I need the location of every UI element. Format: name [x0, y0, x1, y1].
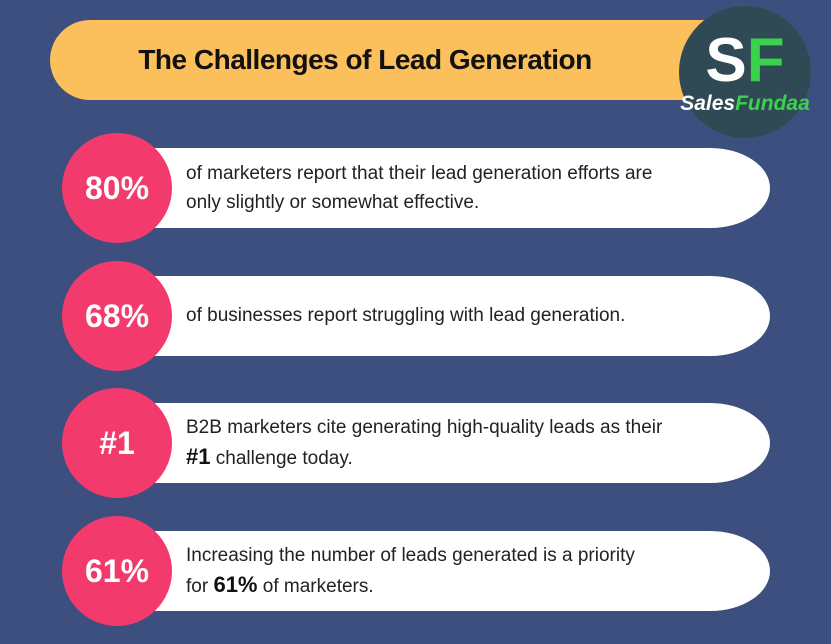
- bold-text: 61%: [213, 572, 258, 598]
- logo: SF SalesFundaa: [679, 6, 811, 138]
- text-segment: B2B marketers cite generating high-quali…: [186, 417, 663, 439]
- stat-badge: 68%: [62, 260, 172, 371]
- item-card: Increasing the number of leads generated…: [120, 531, 770, 612]
- text-segment: for: [186, 576, 214, 598]
- text-line: B2B marketers cite generating high-quali…: [186, 413, 662, 442]
- item-text: Increasing the number of leads generated…: [186, 531, 635, 611]
- item-card: B2B marketers cite generating high-quali…: [120, 403, 770, 484]
- item-text: of marketers report that their lead gene…: [186, 148, 652, 228]
- item-card: of marketers report that their lead gene…: [120, 148, 770, 228]
- text-line: only slightly or somewhat effective.: [186, 188, 652, 217]
- item-card: of businesses report struggling with lea…: [120, 275, 770, 356]
- text-segment: challenge today.: [210, 448, 353, 470]
- logo-name: Fundaa: [735, 92, 810, 115]
- text-segment: of marketers report that their lead gene…: [186, 163, 653, 184]
- logo-name: Sales: [680, 92, 736, 115]
- logo-initial: S: [705, 26, 747, 95]
- text-line: Increasing the number of leads generated…: [186, 541, 635, 570]
- text-line: of marketers report that their lead gene…: [186, 159, 652, 188]
- text-segment: of businesses report struggling with lea…: [186, 305, 626, 327]
- stat-badge: #1: [62, 388, 172, 499]
- text-line: for 61% of marketers.: [186, 570, 635, 601]
- text-segment: Increasing the number of leads generated…: [186, 545, 635, 567]
- text-line: #1 challenge today.: [186, 442, 662, 473]
- text-segment: only slightly or somewhat effective.: [186, 192, 480, 213]
- item-text: B2B marketers cite generating high-quali…: [186, 403, 662, 483]
- stat-badge: 80%: [62, 133, 172, 243]
- text-segment: of marketers.: [257, 576, 374, 598]
- item-text: of businesses report struggling with lea…: [186, 276, 625, 356]
- bold-text: #1: [186, 444, 211, 470]
- stat-badge: 61%: [62, 516, 172, 627]
- title: The Challenges of Lead Generation: [138, 44, 592, 75]
- logo-initial: F: [746, 26, 785, 95]
- header-banner: The Challenges of Lead Generation: [50, 20, 760, 100]
- text-line: of businesses report struggling with lea…: [186, 301, 625, 330]
